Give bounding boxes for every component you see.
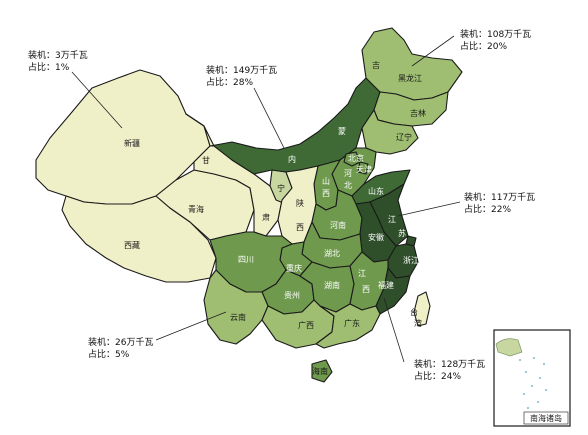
callout-northeast-line2: 占比：20% [460,40,507,52]
label-tianjin: 天津 [356,164,372,174]
callout-southwest-line2: 占比：5% [88,348,130,360]
callout-east-line1: 装机：117万千瓦 [464,191,535,203]
label-shanxi-1: 山 [322,176,330,186]
label-shanxi-2: 西 [322,189,330,198]
label-xinjiang: 新疆 [124,138,140,148]
label-jiangxi-1: 江 [358,269,366,278]
province-taiwan [413,291,431,327]
callout-southwest-line1: 装机：26万千瓦 [88,336,153,348]
label-neimenggu-1: 蒙 [338,126,346,136]
province-fujian [375,267,411,315]
label-fujian: 福建 [378,280,394,290]
label-taiwan-2: 湾 [414,318,422,328]
label-xizang: 西藏 [124,240,140,250]
callout-east-line2: 占比：22% [464,203,511,215]
label-taiwan-1: 台 [410,307,418,317]
inset-label-box [523,411,569,425]
callout-southeast-line2: 占比：24% [414,370,461,382]
inset-islands [519,357,547,409]
label-jiangsu-2: 苏 [398,228,406,238]
callout-north-line1: 装机：149万千瓦 [206,64,277,76]
province-guangdong [315,303,381,349]
callout-north-line2: 占比：28% [206,76,253,88]
leader-east [397,201,461,217]
label-beijing: 北京 [348,153,364,163]
label-guizhou: 贵州 [284,290,300,300]
province-tianjin [357,161,369,175]
label-qinghai: 青海 [188,204,204,214]
label-sichuan: 四川 [238,255,254,264]
inset-label: 南海诸岛 [530,413,562,423]
label-neimenggu-2: 内 [288,154,296,164]
label-shaanxi-1: 陕 [296,198,304,208]
inset-coastline [495,338,523,357]
label-jiangxi-2: 西 [362,285,370,294]
label-hebei-2: 北 [344,181,352,190]
label-hainan: 海南 [312,366,328,376]
callout-southeast-line1: 装机：128万千瓦 [414,358,485,370]
province-beijing [343,151,361,167]
callout-northeast-line1: 装机：108万千瓦 [460,28,531,40]
leader-southwest [155,311,227,341]
label-gansu-1: 甘 [202,155,210,165]
label-jilin-2: 吉林 [410,108,426,118]
callout-northwest-line2: 占比：1% [28,61,70,73]
label-hebei-1: 河 [344,168,352,178]
label-hunan: 湖南 [324,280,340,290]
label-ningxia: 宁 [277,183,285,193]
label-heilongjiang: 黑龙江 [398,73,422,83]
label-shaanxi-2: 西 [296,223,304,232]
label-zhejiang: 浙江 [403,255,419,265]
label-henan: 河南 [330,220,346,230]
leader-northeast [411,35,455,67]
leader-north [253,87,285,149]
province-liaoning [361,109,419,155]
label-anhui: 安徽 [368,232,384,242]
label-guangxi: 广西 [298,320,314,330]
label-hubei: 湖北 [324,249,340,258]
label-yunnan: 云南 [230,312,246,322]
label-chongqing: 重庆 [286,263,302,273]
leader-southeast [383,297,405,363]
label-gansu-2: 肃 [262,212,270,222]
callout-northwest-line1: 装机：3万千瓦 [28,49,88,61]
label-shandong: 山东 [368,186,384,196]
label-jilin-1: 吉 [372,61,380,70]
label-jiangsu-1: 江 [388,215,396,224]
label-guangdong: 广东 [344,318,360,328]
province-hainan [311,359,333,383]
leader-northwest [71,71,123,129]
label-liaoning: 辽宁 [396,132,412,142]
